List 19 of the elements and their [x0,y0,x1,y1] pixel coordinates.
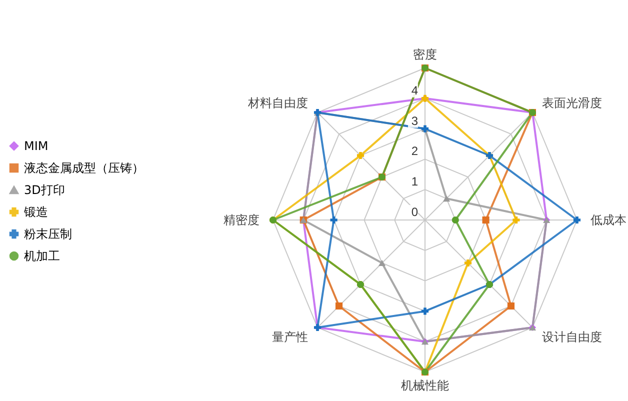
y-tick-label: 4 [411,83,418,98]
y-tick-label: 0 [411,205,418,219]
legend-label: 液态金属成型（压铸） [24,161,144,175]
spoke-label: 密度 [413,47,437,62]
y-tick-label: 3 [411,114,418,128]
spoke-label: 表面光滑度 [542,96,602,110]
legend-label: 3D打印 [24,183,65,197]
legend-label: 机加工 [24,249,60,263]
spoke-label: 量产性 [272,330,308,344]
legend-label: 锻造 [23,205,48,219]
legend-label: 粉末压制 [24,227,72,241]
y-tick-label: 2 [411,144,418,158]
spoke-label: 材料自由度 [246,96,308,110]
legend-label: MIM [24,139,48,153]
spoke-label: 机械性能 [401,378,449,393]
spoke-label: 精密度 [223,213,260,227]
spoke-label: 设计自由度 [542,330,602,344]
spoke-label: 低成本 [590,213,627,227]
y-tick-label: 1 [411,174,418,189]
